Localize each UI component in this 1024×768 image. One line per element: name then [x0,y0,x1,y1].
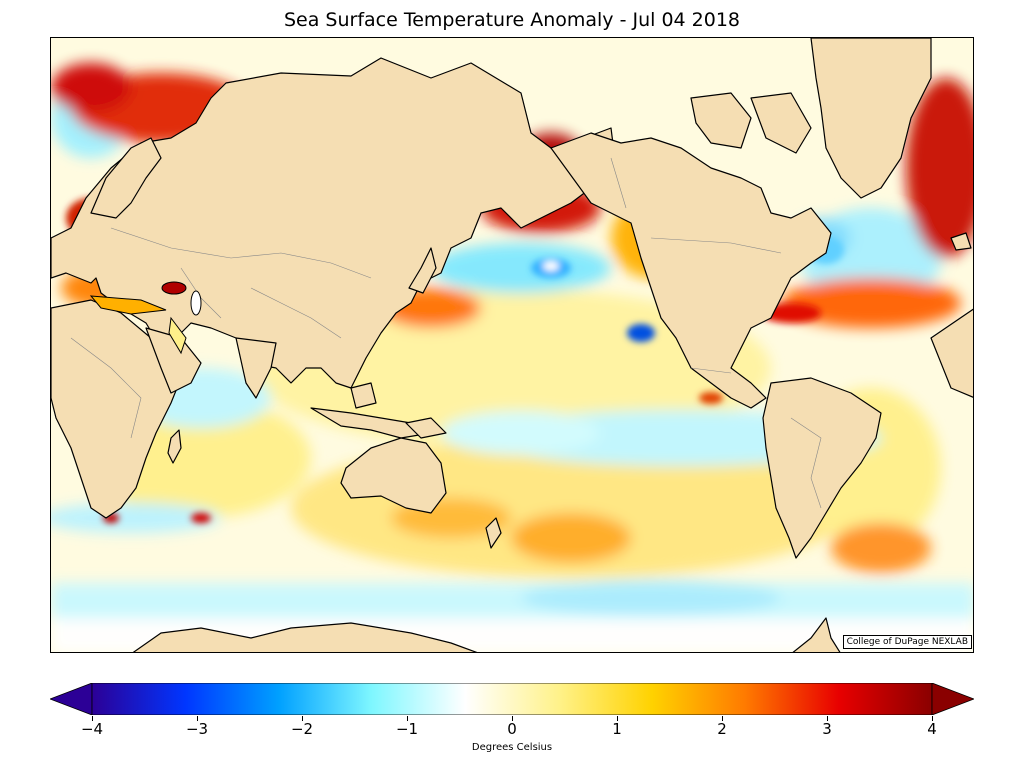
colorbar-tick-label: 1 [612,720,622,738]
landmass-japan [408,247,437,294]
landmass-south-america [762,377,882,559]
landmass-arctic-islands [690,92,752,149]
landmass-antarctica [132,622,478,652]
colorbar-tick-label: −2 [290,720,314,738]
colorbar-extend-low [50,683,93,715]
landmass-antarctic-peninsula [792,617,841,652]
map-canvas: College of DuPage NEXLAB [51,38,973,652]
landmass-australia [340,437,447,514]
map-title: Sea Surface Temperature Anomaly - Jul 04… [283,9,741,31]
colorbar-tick-label: 3 [822,720,832,738]
colorbar-tick-mark [932,716,933,721]
colorbar-tick-label: −1 [395,720,419,738]
landmass-iceland [950,232,972,251]
sst-anomaly-map: College of DuPage NEXLAB [50,37,974,653]
landmass-baffin [750,92,812,154]
credit-label: College of DuPage NEXLAB [842,635,972,649]
colorbar-tick-label: −3 [185,720,209,738]
landmass-north-america [550,132,832,409]
colorbar-tick-mark [407,716,408,721]
colorbar-body [91,683,933,715]
inland-seas [89,281,202,355]
colorbar-tick-mark [827,716,828,721]
landmass-new-zealand [485,517,502,549]
colorbar-tick-mark [617,716,618,721]
colorbar-tick-label: 4 [927,720,937,738]
colorbar-tick-mark [197,716,198,721]
colorbar [50,683,974,715]
colorbar-tick-mark [92,716,93,721]
colorbar-tick-label: 2 [717,720,727,738]
colorbar-ticks: −4 −3 −2 −1 0 1 2 3 4 [0,716,1024,740]
colorbar-tick-mark [722,716,723,721]
colorbar-tick-mark [302,716,303,721]
colorbar-extend-high [931,683,974,715]
landmass-greenland [810,38,932,199]
landmass-africa [51,299,182,519]
colorbar-tick-label: −4 [80,720,104,738]
landmass-india [235,337,277,399]
landmass-scandinavia [90,137,162,219]
country-borders [70,157,822,509]
landmass-west-africa-east-edge [930,308,973,398]
colorbar-tick-mark [512,716,513,721]
landmass-madagascar [167,429,182,464]
landmass-new-guinea [405,417,447,439]
colorbar-label: Degrees Celsius [471,742,553,753]
landmass-borneo [350,382,377,409]
colorbar-tick-label: 0 [507,720,517,738]
